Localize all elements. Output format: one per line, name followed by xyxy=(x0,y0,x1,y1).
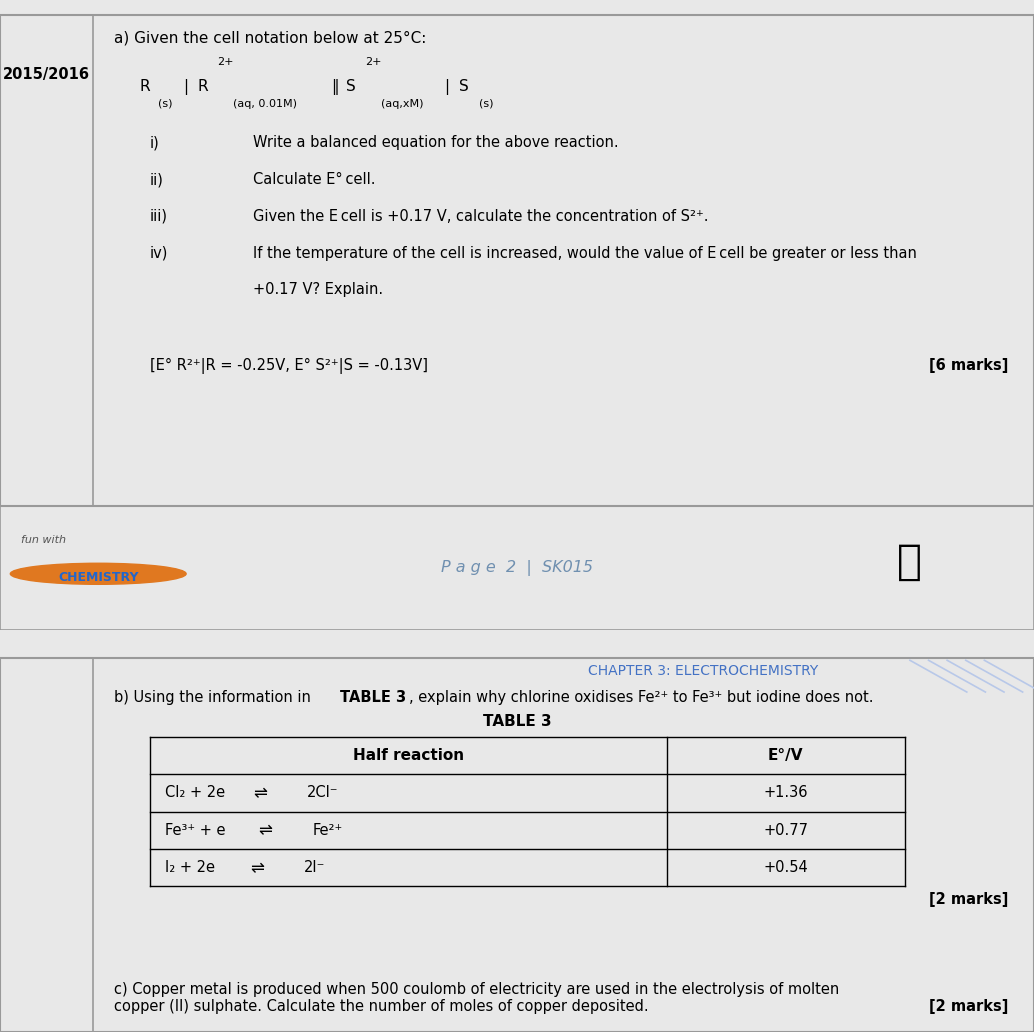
Text: 2I⁻: 2I⁻ xyxy=(304,860,326,875)
Text: R: R xyxy=(140,79,150,94)
Text: 2+: 2+ xyxy=(217,57,234,67)
Text: ⇌: ⇌ xyxy=(250,859,264,876)
Text: i): i) xyxy=(150,135,159,151)
Text: P a g e  2  |  SK015: P a g e 2 | SK015 xyxy=(440,559,594,576)
Text: Write a balanced equation for the above reaction.: Write a balanced equation for the above … xyxy=(253,135,619,151)
Text: If the temperature of the cell is increased, would the value of E cell be greate: If the temperature of the cell is increa… xyxy=(253,246,917,261)
Text: ii): ii) xyxy=(150,172,163,187)
Text: CHAPTER 3: ELECTROCHEMISTRY: CHAPTER 3: ELECTROCHEMISTRY xyxy=(588,665,818,678)
Text: TABLE 3: TABLE 3 xyxy=(340,690,406,705)
Text: |: | xyxy=(445,78,450,95)
Text: [6 marks]: [6 marks] xyxy=(929,358,1008,374)
Text: [E° R²⁺|R = -0.25V, E° S²⁺|S = -0.13V]: [E° R²⁺|R = -0.25V, E° S²⁺|S = -0.13V] xyxy=(150,358,428,374)
Text: iv): iv) xyxy=(150,246,169,261)
Text: copper (II) sulphate. Calculate the number of moles of copper deposited.: copper (II) sulphate. Calculate the numb… xyxy=(114,999,648,1014)
Text: fun with: fun with xyxy=(21,536,66,545)
Text: a) Given the cell notation below at 25°C:: a) Given the cell notation below at 25°C… xyxy=(114,30,426,45)
Text: S: S xyxy=(459,79,468,94)
Text: [2 marks]: [2 marks] xyxy=(929,999,1008,1014)
Text: E°/V: E°/V xyxy=(768,748,803,763)
Text: ⇌: ⇌ xyxy=(253,784,267,802)
Text: Fe²⁺: Fe²⁺ xyxy=(312,823,342,838)
Text: 2015/2016: 2015/2016 xyxy=(3,67,90,82)
Text: (s): (s) xyxy=(158,99,173,108)
Text: ⇌: ⇌ xyxy=(258,821,272,839)
Text: [2 marks]: [2 marks] xyxy=(929,892,1008,907)
Text: S: S xyxy=(346,79,356,94)
Text: Calculate E° cell.: Calculate E° cell. xyxy=(253,172,375,187)
Text: +0.17 V? Explain.: +0.17 V? Explain. xyxy=(253,283,384,297)
Text: +1.36: +1.36 xyxy=(763,785,809,801)
Text: Half reaction: Half reaction xyxy=(353,748,464,763)
Text: Cl₂ + 2e: Cl₂ + 2e xyxy=(165,785,225,801)
Text: , explain why chlorine oxidises Fe²⁺ to Fe³⁺ but iodine does not.: , explain why chlorine oxidises Fe²⁺ to … xyxy=(409,690,874,705)
Text: (aq, 0.01M): (aq, 0.01M) xyxy=(233,99,297,108)
Text: 2+: 2+ xyxy=(365,57,382,67)
Text: 🔬: 🔬 xyxy=(898,541,922,582)
Text: c) Copper metal is produced when 500 coulomb of electricity are used in the elec: c) Copper metal is produced when 500 cou… xyxy=(114,982,839,997)
Text: I₂ + 2e: I₂ + 2e xyxy=(165,860,215,875)
Text: ‖: ‖ xyxy=(331,78,338,95)
Text: iii): iii) xyxy=(150,208,168,224)
Text: 2Cl⁻: 2Cl⁻ xyxy=(307,785,338,801)
Text: Fe³⁺ + e: Fe³⁺ + e xyxy=(165,823,226,838)
Text: b) Using the information in: b) Using the information in xyxy=(114,690,315,705)
Circle shape xyxy=(10,563,186,584)
Text: (aq,xM): (aq,xM) xyxy=(381,99,423,108)
Text: (s): (s) xyxy=(479,99,493,108)
Text: Given the E cell is +0.17 V, calculate the concentration of S²⁺.: Given the E cell is +0.17 V, calculate t… xyxy=(253,208,709,224)
Text: +0.54: +0.54 xyxy=(763,860,809,875)
Text: CHEMISTRY: CHEMISTRY xyxy=(58,571,139,584)
Text: R: R xyxy=(197,79,208,94)
Text: |: | xyxy=(183,78,188,95)
Text: +0.77: +0.77 xyxy=(763,823,809,838)
Text: TABLE 3: TABLE 3 xyxy=(483,714,551,730)
